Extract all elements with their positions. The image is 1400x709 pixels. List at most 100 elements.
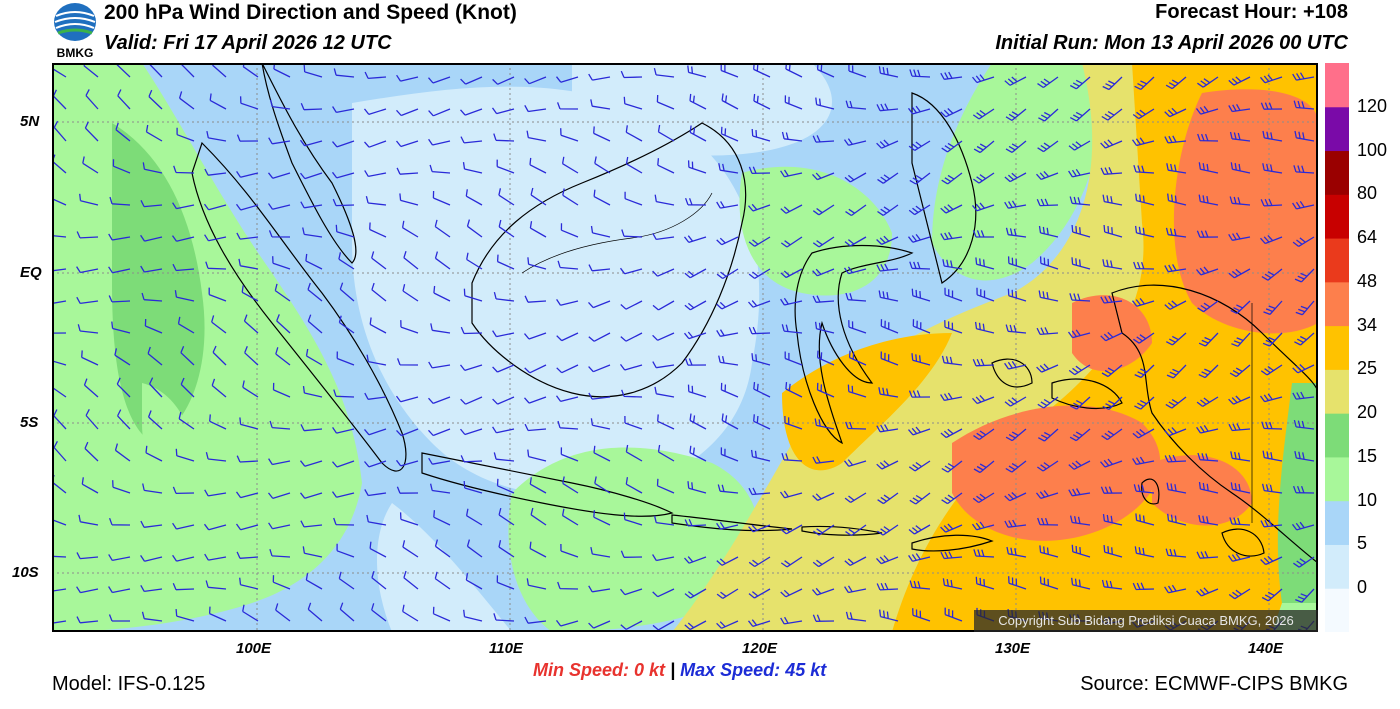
wind-barb	[780, 268, 803, 279]
colorbar-swatch	[1325, 413, 1349, 458]
wind-barb	[524, 423, 547, 432]
wind-barb	[144, 318, 163, 334]
wind-barb	[84, 121, 99, 142]
wind-barb	[816, 350, 835, 366]
wind-barb	[940, 231, 963, 241]
wind-barb	[366, 354, 387, 366]
wind-barb	[242, 380, 259, 398]
wind-barb	[940, 551, 963, 560]
wind-barb	[530, 187, 547, 206]
wind-barb	[364, 489, 387, 497]
wind-barb	[971, 74, 995, 84]
wind-barb	[396, 358, 419, 366]
wind-barb	[1196, 587, 1219, 597]
colorbar-label: 20	[1357, 402, 1378, 423]
wind-barb	[428, 138, 451, 146]
wind-barb	[555, 76, 579, 83]
wind-barb	[369, 222, 387, 238]
wind-barb	[331, 171, 355, 179]
wind-barb	[941, 355, 963, 366]
wind-barb	[590, 546, 611, 558]
colorbar-swatch	[1325, 456, 1349, 502]
wind-barb	[172, 522, 195, 530]
wind-barb	[652, 620, 675, 631]
wind-barb	[593, 126, 611, 142]
wind-barb	[236, 455, 259, 463]
wind-barb	[268, 230, 291, 238]
wind-barb	[815, 97, 835, 110]
wind-barb	[333, 68, 355, 78]
wind-barb	[371, 603, 387, 622]
wind-barb	[1295, 300, 1315, 316]
wind-barb	[1101, 579, 1123, 590]
wind-barb	[432, 190, 451, 206]
wind-barb	[1293, 419, 1315, 430]
wind-barb	[942, 578, 963, 590]
wind-barb	[1135, 193, 1155, 206]
wind-barb	[594, 156, 611, 174]
wind-barb	[557, 581, 579, 590]
wind-barb	[1100, 331, 1123, 342]
wind-barb	[1134, 546, 1155, 558]
wind-barb	[524, 616, 547, 624]
wind-barb	[687, 65, 707, 78]
wind-barb	[178, 91, 195, 110]
wind-barb	[844, 172, 867, 183]
wind-barb	[973, 460, 995, 474]
wind-barb	[785, 382, 803, 398]
wind-barb	[1039, 545, 1059, 558]
wind-barbs	[52, 63, 1315, 632]
wind-barb	[1197, 133, 1219, 142]
wind-barb	[339, 282, 355, 302]
wind-barb	[302, 546, 323, 558]
speed-field-region	[352, 86, 760, 496]
wind-barb	[620, 550, 643, 558]
speed-field-region	[1173, 89, 1318, 334]
wind-barb	[624, 415, 643, 430]
wind-barb	[172, 582, 195, 591]
wind-barb	[588, 620, 611, 629]
wind-barb	[172, 554, 195, 562]
wind-barb	[1071, 257, 1091, 270]
wind-barb	[652, 332, 675, 341]
wind-barb	[434, 251, 451, 270]
wind-barb	[524, 104, 547, 113]
wind-barb	[652, 232, 675, 241]
wind-barb	[588, 332, 611, 342]
colorbar-swatch	[1325, 500, 1349, 545]
wind-barb	[876, 424, 899, 433]
wind-barb	[1196, 425, 1219, 434]
wind-barb	[687, 481, 707, 494]
wind-barb	[689, 125, 707, 142]
wind-barb	[748, 588, 771, 599]
wind-barb	[812, 204, 835, 216]
wind-barb	[1196, 396, 1219, 407]
wind-barb	[433, 285, 451, 302]
wind-barb	[429, 164, 451, 174]
wind-barb	[555, 395, 579, 403]
wind-barb	[1293, 556, 1315, 568]
wind-barb	[653, 67, 675, 78]
wind-barb	[140, 234, 163, 242]
wind-barb	[302, 227, 323, 238]
speed-field-region	[377, 503, 512, 632]
wind-barb	[1100, 295, 1123, 304]
wind-barb	[590, 225, 611, 238]
wind-barb	[396, 167, 419, 175]
wind-barb	[1071, 577, 1091, 590]
wind-barb	[812, 268, 835, 277]
wind-barb	[52, 360, 67, 366]
wind-barb	[428, 428, 451, 437]
wind-barb	[434, 539, 451, 558]
wind-barb	[652, 361, 675, 369]
wind-barb	[178, 411, 195, 430]
lesser-sunda-coast	[671, 514, 793, 532]
wind-barb	[941, 140, 963, 153]
wind-barb	[1037, 140, 1059, 153]
wind-barb	[1068, 140, 1091, 151]
wind-barb	[211, 315, 227, 334]
wind-barb	[781, 453, 803, 462]
wind-barb	[272, 382, 291, 398]
sumatra-coast	[191, 141, 407, 472]
wind-barb	[623, 512, 643, 526]
